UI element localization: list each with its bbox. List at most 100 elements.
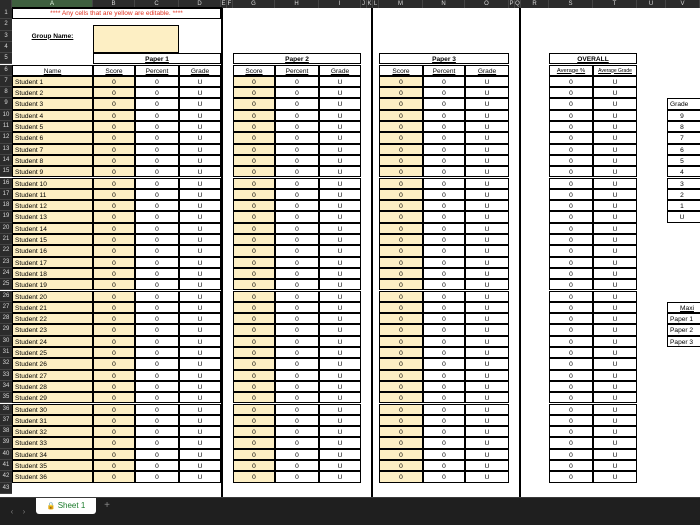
row-header-40[interactable]: 40 xyxy=(0,448,12,460)
score-cell[interactable]: 0 xyxy=(233,335,275,347)
grade-table-cell[interactable]: 5 xyxy=(667,154,700,167)
score-cell[interactable]: 0 xyxy=(379,324,423,336)
grade-cell[interactable]: U xyxy=(465,245,509,257)
average-grade-cell[interactable]: U xyxy=(593,267,637,280)
column-header-d[interactable]: D xyxy=(179,0,221,8)
grade-cell[interactable]: U xyxy=(465,132,509,144)
score-cell[interactable]: 0 xyxy=(93,426,135,438)
score-cell[interactable]: 0 xyxy=(93,347,135,359)
score-cell[interactable]: 0 xyxy=(379,335,423,347)
percent-cell[interactable]: 0 xyxy=(275,414,319,427)
percent-cell[interactable]: 0 xyxy=(423,200,465,212)
grade-cell[interactable]: U xyxy=(319,143,361,155)
percent-cell[interactable]: 0 xyxy=(275,166,319,178)
percent-cell[interactable]: 0 xyxy=(423,335,465,347)
student-name-cell[interactable]: Student 26 xyxy=(12,358,93,370)
score-cell[interactable]: 0 xyxy=(233,109,275,121)
student-name-cell[interactable]: Student 10 xyxy=(12,177,93,189)
percent-cell[interactable]: 0 xyxy=(423,414,465,427)
score-cell[interactable]: 0 xyxy=(233,234,275,246)
grade-cell[interactable]: U xyxy=(465,98,509,110)
grade-cell[interactable]: U xyxy=(319,313,361,325)
average-grade-cell[interactable]: U xyxy=(593,87,637,99)
grade-cell[interactable]: U xyxy=(319,358,361,370)
column-header-c[interactable]: C xyxy=(135,0,179,8)
average-grade-cell[interactable]: U xyxy=(593,75,637,88)
percent-cell[interactable]: 0 xyxy=(275,267,319,280)
score-cell[interactable]: 0 xyxy=(233,222,275,234)
percent-cell[interactable]: 0 xyxy=(423,132,465,144)
grade-cell[interactable]: U xyxy=(465,380,509,393)
percent-cell[interactable]: 0 xyxy=(135,313,179,325)
student-name-cell[interactable]: Student 19 xyxy=(12,279,93,291)
percent-cell[interactable]: 0 xyxy=(135,279,179,291)
percent-cell[interactable]: 0 xyxy=(275,324,319,336)
grade-cell[interactable]: U xyxy=(319,109,361,121)
grade-table-cell[interactable]: 6 xyxy=(667,143,700,155)
percent-cell[interactable]: 0 xyxy=(423,177,465,189)
student-name-cell[interactable]: Student 35 xyxy=(12,460,93,472)
grade-cell[interactable]: U xyxy=(179,234,221,246)
grade-cell[interactable]: U xyxy=(319,267,361,280)
average-grade-cell[interactable]: U xyxy=(593,222,637,234)
average-percent-cell[interactable]: 0 xyxy=(549,301,593,314)
grade-table-cell[interactable]: 7 xyxy=(667,132,700,144)
score-cell[interactable]: 0 xyxy=(379,188,423,201)
student-name-cell[interactable]: Student 16 xyxy=(12,245,93,257)
average-grade-cell[interactable]: U xyxy=(593,234,637,246)
grade-cell[interactable]: U xyxy=(319,403,361,415)
grade-cell[interactable]: U xyxy=(179,437,221,449)
column-header-h[interactable]: H xyxy=(275,0,319,8)
grade-cell[interactable]: U xyxy=(465,437,509,449)
score-cell[interactable]: 0 xyxy=(233,313,275,325)
average-grade-cell[interactable]: U xyxy=(593,109,637,121)
grade-cell[interactable]: U xyxy=(179,211,221,223)
average-percent-cell[interactable]: 0 xyxy=(549,188,593,201)
percent-cell[interactable]: 0 xyxy=(275,380,319,393)
percent-cell[interactable]: 0 xyxy=(275,369,319,381)
average-grade-cell[interactable]: U xyxy=(593,154,637,167)
score-cell[interactable]: 0 xyxy=(233,121,275,133)
score-cell[interactable]: 0 xyxy=(379,301,423,314)
average-percent-cell[interactable]: 0 xyxy=(549,267,593,280)
grade-cell[interactable]: U xyxy=(319,154,361,167)
grade-cell[interactable]: U xyxy=(179,245,221,257)
row-header-15[interactable]: 15 xyxy=(0,166,12,178)
score-cell[interactable]: 0 xyxy=(233,98,275,110)
percent-cell[interactable]: 0 xyxy=(135,301,179,314)
average-percent-cell[interactable]: 0 xyxy=(549,234,593,246)
score-cell[interactable]: 0 xyxy=(233,301,275,314)
row-header-36[interactable]: 36 xyxy=(0,403,12,415)
percent-cell[interactable]: 0 xyxy=(275,75,319,88)
column-header-u[interactable]: U xyxy=(637,0,666,8)
score-cell[interactable]: 0 xyxy=(379,166,423,178)
percent-cell[interactable]: 0 xyxy=(135,448,179,460)
score-cell[interactable]: 0 xyxy=(379,403,423,415)
grade-cell[interactable]: U xyxy=(179,222,221,234)
score-cell[interactable]: 0 xyxy=(93,324,135,336)
grade-table-cell[interactable]: 8 xyxy=(667,121,700,133)
grade-cell[interactable]: U xyxy=(465,75,509,88)
row-header-11[interactable]: 11 xyxy=(0,121,12,133)
percent-cell[interactable]: 0 xyxy=(423,460,465,472)
score-cell[interactable]: 0 xyxy=(93,335,135,347)
score-cell[interactable]: 0 xyxy=(379,109,423,121)
percent-cell[interactable]: 0 xyxy=(275,245,319,257)
grade-cell[interactable]: U xyxy=(319,347,361,359)
grade-cell[interactable]: U xyxy=(179,460,221,472)
score-cell[interactable]: 0 xyxy=(379,460,423,472)
grade-cell[interactable]: U xyxy=(179,335,221,347)
score-cell[interactable]: 0 xyxy=(93,414,135,427)
percent-cell[interactable]: 0 xyxy=(275,290,319,302)
student-name-cell[interactable]: Student 21 xyxy=(12,301,93,314)
score-cell[interactable]: 0 xyxy=(379,75,423,88)
percent-cell[interactable]: 0 xyxy=(135,335,179,347)
percent-cell[interactable]: 0 xyxy=(135,358,179,370)
student-name-cell[interactable]: Student 1 xyxy=(12,75,93,88)
average-grade-cell[interactable]: U xyxy=(593,380,637,393)
grade-cell[interactable]: U xyxy=(179,347,221,359)
percent-cell[interactable]: 0 xyxy=(423,87,465,99)
average-grade-cell[interactable]: U xyxy=(593,403,637,415)
average-percent-cell[interactable]: 0 xyxy=(549,448,593,460)
score-cell[interactable]: 0 xyxy=(233,414,275,427)
